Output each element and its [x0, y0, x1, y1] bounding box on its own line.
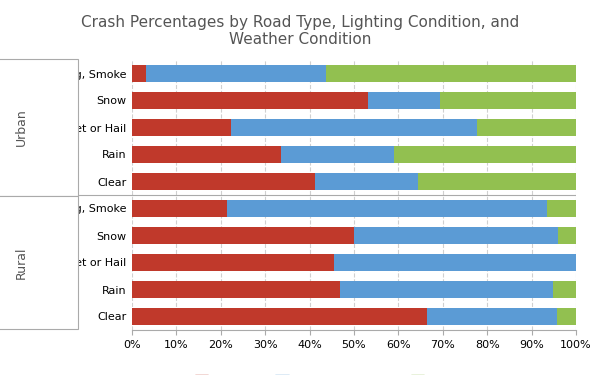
Bar	[394, 146, 576, 163]
Legend: Daylight, Dark - Not Lighted, Dark - Lighted: Daylight, Dark - Not Lighted, Dark - Lig…	[191, 370, 517, 375]
Bar	[132, 200, 227, 217]
Bar	[132, 281, 340, 298]
Bar	[315, 173, 418, 190]
Bar	[230, 119, 478, 136]
Text: Crash Percentages by Road Type, Lighting Condition, and
Weather Condition: Crash Percentages by Road Type, Lighting…	[81, 15, 519, 47]
Bar	[326, 65, 576, 82]
Bar	[132, 254, 334, 271]
Bar	[427, 308, 557, 325]
Bar	[368, 92, 440, 109]
Bar	[440, 92, 576, 109]
Bar	[132, 146, 281, 163]
Text: Urban: Urban	[14, 109, 28, 146]
Bar	[557, 308, 576, 325]
Bar	[281, 146, 394, 163]
Bar	[558, 227, 576, 244]
Text: Rural: Rural	[14, 246, 28, 279]
Bar	[132, 65, 146, 82]
Bar	[547, 200, 576, 217]
Bar	[418, 173, 575, 190]
Bar	[340, 281, 553, 298]
Bar	[553, 281, 576, 298]
Bar	[132, 119, 230, 136]
Bar	[132, 308, 427, 325]
Bar	[478, 119, 576, 136]
Bar	[132, 92, 368, 109]
Bar	[146, 65, 326, 82]
Bar	[227, 200, 547, 217]
Bar	[132, 227, 354, 244]
Bar	[354, 227, 558, 244]
Bar	[132, 173, 315, 190]
Bar	[334, 254, 576, 271]
